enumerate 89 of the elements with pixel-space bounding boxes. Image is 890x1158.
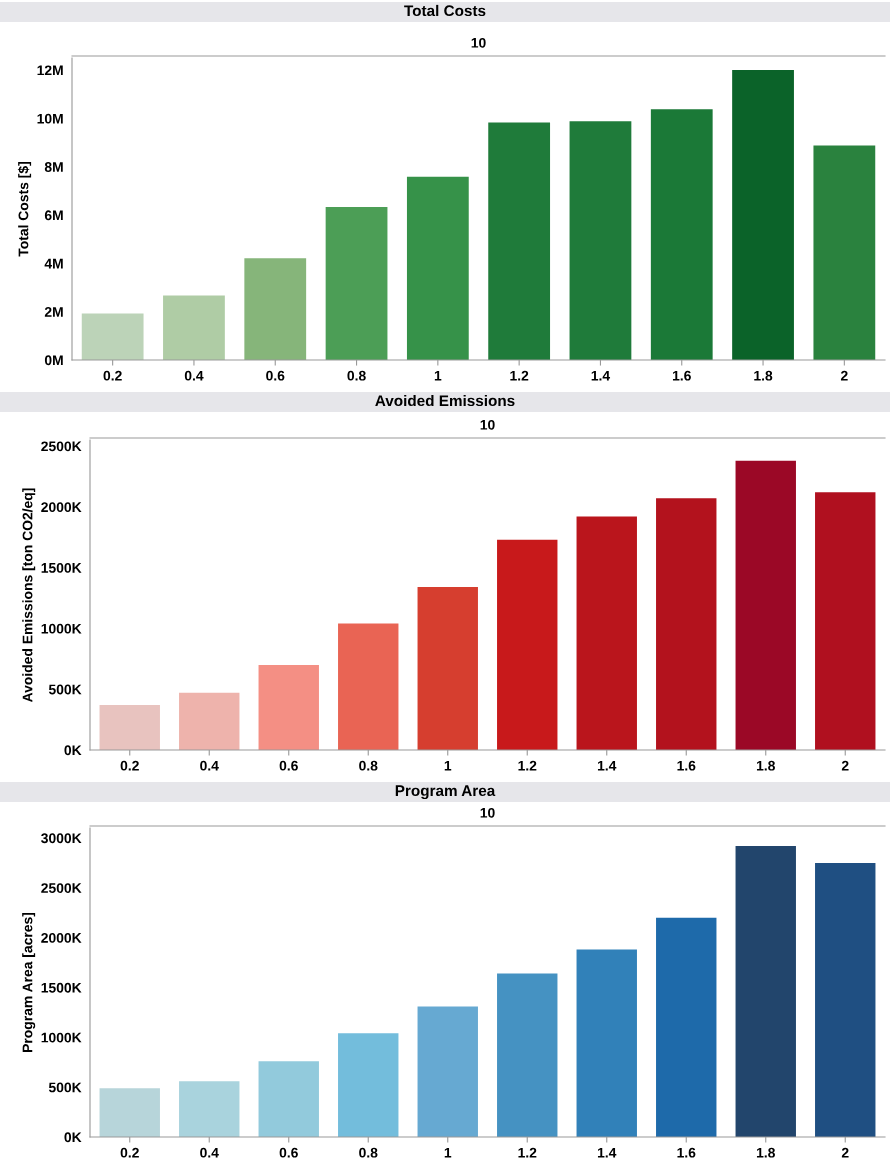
- bar: [656, 917, 717, 1137]
- bar: [406, 176, 469, 360]
- x-tick-label: 1: [444, 760, 452, 771]
- bar: [417, 587, 478, 750]
- bar: [179, 692, 240, 750]
- x-tick-label: 1.6: [677, 1147, 696, 1158]
- x-tick-label: 1.8: [754, 370, 773, 381]
- bar: [815, 862, 876, 1137]
- x-tick-label: 0.4: [200, 1147, 219, 1158]
- x-tick-label: 0.8: [359, 1147, 378, 1158]
- x-tick-label: 1: [444, 1147, 452, 1158]
- y-tick-label: 0M: [44, 355, 63, 366]
- bar: [325, 207, 388, 360]
- bar: [81, 313, 144, 360]
- bar: [488, 122, 551, 360]
- chart-title: Avoided Emissions: [375, 394, 515, 407]
- y-tick-label: 2M: [44, 307, 63, 317]
- y-tick-label: 6M: [44, 210, 63, 221]
- x-tick-label: 0.2: [103, 370, 122, 381]
- x-tick-label: 1.2: [510, 370, 529, 381]
- chart-title: Total Costs: [404, 4, 486, 17]
- bar: [338, 623, 399, 750]
- y-tick-label: 10M: [37, 113, 63, 124]
- bar: [576, 949, 637, 1137]
- x-tick-label: 0.8: [359, 760, 378, 771]
- x-tick-label: 2: [840, 370, 848, 381]
- bar: [815, 492, 876, 750]
- bar: [576, 516, 637, 750]
- y-tick-label: 500K: [48, 684, 82, 695]
- bar: [497, 539, 558, 750]
- y-tick-label: 500K: [48, 1082, 82, 1093]
- bar: [179, 1081, 240, 1137]
- x-tick-label: 1.4: [591, 370, 611, 381]
- x-tick-label: 0.4: [184, 370, 204, 381]
- y-axis-title: Avoided Emissions [ton CO2/eq]: [22, 488, 36, 703]
- bar: [732, 70, 794, 360]
- y-tick-label: 2500K: [41, 441, 82, 452]
- chart-subtitle: 10: [471, 37, 486, 48]
- chart-subtitle: 10: [480, 807, 495, 818]
- chart-subtitle: 10: [480, 419, 495, 430]
- bar: [813, 145, 876, 360]
- bar: [650, 109, 713, 360]
- y-tick-label: 2000K: [41, 502, 82, 513]
- x-tick-label: 2: [841, 760, 849, 771]
- x-tick-label: 1.2: [518, 760, 537, 771]
- x-tick-label: 0.6: [279, 1147, 298, 1158]
- y-tick-label: 4M: [44, 258, 63, 269]
- x-tick-label: 1.8: [756, 1147, 775, 1158]
- y-axis-title: Program Area [acres]: [22, 912, 36, 1052]
- y-tick-label: 12M: [37, 65, 63, 76]
- y-axis-title: Total Costs [$]: [17, 162, 32, 257]
- y-tick-label: 1500K: [41, 562, 82, 573]
- y-tick-label: 8M: [44, 162, 63, 172]
- x-tick-label: 0.6: [266, 370, 285, 381]
- y-tick-label: 2500K: [41, 883, 82, 893]
- y-tick-label: 0K: [64, 1132, 82, 1143]
- bar: [163, 295, 225, 360]
- x-tick-label: 1.6: [677, 760, 696, 771]
- bar: [258, 1061, 319, 1137]
- bar: [656, 498, 717, 750]
- x-tick-label: 0.8: [347, 370, 366, 381]
- x-tick-label: 1.8: [756, 760, 775, 771]
- bar: [258, 664, 319, 750]
- bar: [497, 973, 558, 1137]
- x-tick-label: 0.4: [200, 760, 219, 771]
- y-tick-label: 2000K: [41, 932, 82, 943]
- y-tick-label: 1500K: [41, 982, 82, 993]
- y-tick-label: 1000K: [41, 623, 82, 634]
- y-tick-label: 0K: [64, 745, 82, 756]
- bar: [735, 460, 796, 750]
- x-tick-label: 0.6: [279, 760, 298, 771]
- x-tick-label: 2: [841, 1147, 849, 1158]
- x-tick-label: 1.4: [597, 760, 617, 771]
- y-tick-label: 1000K: [41, 1032, 82, 1043]
- x-tick-label: 1.2: [518, 1147, 537, 1158]
- bar: [99, 1088, 160, 1137]
- bar: [417, 1006, 478, 1137]
- chart-title: Program Area: [395, 785, 496, 800]
- x-tick-label: 0.2: [120, 760, 139, 771]
- x-tick-label: 1.6: [672, 370, 691, 381]
- x-tick-label: 1: [434, 370, 442, 381]
- bar: [99, 705, 160, 750]
- bar: [569, 121, 632, 360]
- x-tick-label: 1.4: [597, 1147, 617, 1158]
- x-tick-label: 0.2: [120, 1147, 139, 1158]
- bar: [735, 845, 796, 1137]
- bar: [338, 1033, 399, 1137]
- y-tick-label: 3000K: [41, 833, 82, 844]
- bar: [244, 258, 307, 360]
